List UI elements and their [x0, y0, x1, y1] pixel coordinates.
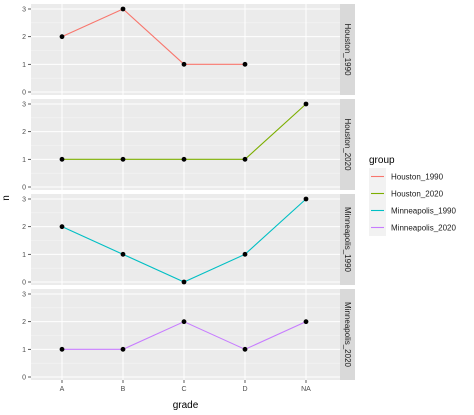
data-point: [120, 251, 126, 257]
facet-panel: 0 1 2 3 Minneapolis_2020 A B C D NA: [22, 289, 355, 393]
y-tick-label: 2: [22, 319, 26, 326]
data-point: [181, 61, 187, 67]
panel-background: [31, 289, 340, 380]
facet-strip: [340, 289, 355, 380]
data-point: [181, 319, 187, 325]
facet-strip-label: Minneapolis_1990: [343, 207, 352, 272]
x-tick-label: C: [181, 386, 186, 393]
facet-panel: 0 1 2 3 Houston_2020: [22, 99, 355, 192]
y-tick-label: 2: [22, 224, 26, 231]
data-point: [242, 61, 248, 67]
y-tick-label: 3: [22, 7, 26, 14]
data-point: [59, 34, 65, 40]
data-point: [120, 346, 126, 352]
facet-strip-label: Houston_2020: [343, 118, 352, 171]
data-point: [59, 156, 65, 162]
x-axis-title: grade: [173, 400, 199, 411]
panel-background: [31, 194, 340, 285]
y-tick-label: 0: [22, 185, 26, 192]
panel-background: [31, 99, 340, 190]
y-tick-label: 0: [22, 280, 26, 287]
x-tick-label: A: [60, 386, 65, 393]
legend-title: group: [369, 155, 395, 166]
y-tick-label: 3: [22, 102, 26, 109]
legend-label: Minneapolis_2020: [391, 224, 456, 233]
y-tick-label: 2: [22, 34, 26, 41]
data-point: [303, 101, 309, 107]
legend-label: Houston_1990: [391, 173, 444, 182]
facet-panel: 0 1 2 3 Minneapolis_1990: [22, 194, 355, 287]
y-tick-label: 3: [22, 292, 26, 299]
facet-panels: 0 1 2 3 Houston_1990 0 1 2 3 Houston_2020 0 1 2 3 Minn…: [22, 4, 355, 393]
legend-label: Houston_2020: [391, 190, 444, 199]
data-point: [242, 156, 248, 162]
facet-strip: [340, 4, 355, 95]
facet-strip: [340, 99, 355, 190]
x-tick-label: D: [242, 386, 247, 393]
data-point: [181, 156, 187, 162]
y-tick-label: 1: [22, 252, 26, 259]
facet-strip: [340, 194, 355, 285]
facet-strip-label: Houston_1990: [343, 23, 352, 76]
y-tick-label: 1: [22, 157, 26, 164]
panel-background: [31, 4, 340, 95]
data-point: [120, 156, 126, 162]
facet-panel: 0 1 2 3 Houston_1990: [22, 4, 355, 97]
data-point: [59, 346, 65, 352]
facet-strip-label: Minneapolis_2020: [343, 302, 352, 367]
x-tick-label: NA: [301, 386, 311, 393]
y-tick-label: 0: [22, 90, 26, 97]
series-line: [61, 8, 245, 65]
y-tick-label: 1: [22, 62, 26, 69]
data-point: [120, 6, 126, 12]
y-tick-label: 3: [22, 197, 26, 204]
data-point: [242, 251, 248, 257]
y-axis-title: n: [1, 195, 12, 201]
y-tick-label: 2: [22, 129, 26, 136]
legend-label: Minneapolis_1990: [391, 207, 456, 216]
legend: group Houston_1990 Houston_2020 Minneapoli…: [369, 155, 456, 236]
y-tick-label: 1: [22, 347, 26, 354]
data-point: [303, 319, 309, 325]
data-point: [181, 279, 187, 285]
y-tick-label: 0: [22, 375, 26, 382]
data-point: [59, 224, 65, 230]
data-point: [303, 196, 309, 202]
data-point: [242, 346, 248, 352]
x-tick-label: B: [121, 386, 126, 393]
